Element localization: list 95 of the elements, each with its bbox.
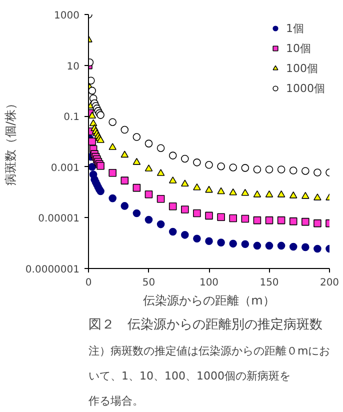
point (217, 187, 225, 194)
point (108, 143, 116, 150)
point (88, 86, 96, 95)
point (144, 216, 153, 224)
y-tick-label: 0.1 (64, 112, 80, 124)
point (156, 220, 165, 228)
point (88, 76, 95, 84)
point (108, 118, 116, 126)
point (156, 169, 165, 176)
x-tick-label: 50 (142, 278, 156, 288)
point (241, 240, 250, 248)
point (302, 167, 310, 175)
point (265, 242, 274, 250)
point (132, 133, 141, 141)
point (193, 183, 201, 190)
point (265, 166, 274, 174)
point (132, 158, 141, 165)
point (168, 228, 177, 236)
point (314, 193, 322, 200)
point (193, 158, 201, 166)
point (205, 237, 213, 245)
point (168, 202, 177, 210)
point (229, 214, 237, 222)
x-tick-label: 200 (320, 278, 340, 288)
point (253, 166, 262, 174)
point (217, 238, 225, 246)
point (144, 190, 153, 198)
point (241, 164, 250, 172)
point (289, 191, 298, 198)
point (253, 190, 262, 198)
x-tick-label: 100 (199, 278, 219, 288)
point (314, 168, 322, 176)
point (302, 218, 310, 226)
legend-label: 1個 (286, 20, 305, 36)
point (120, 202, 129, 210)
point (144, 164, 153, 172)
point (314, 244, 322, 253)
legend-label: 100個 (286, 60, 318, 76)
point (289, 217, 298, 226)
point (217, 162, 225, 170)
point (289, 242, 298, 251)
point (193, 234, 201, 243)
point (108, 194, 116, 202)
point (302, 192, 310, 199)
point (253, 216, 262, 224)
point (265, 190, 274, 198)
point (88, 112, 96, 119)
point (229, 240, 237, 248)
point (181, 154, 189, 163)
point (156, 144, 165, 152)
point (302, 243, 310, 252)
text: 注）病斑数の推定値は伝染源からの距離０mにおいて、1、10、100、1000個の新病斑を作る場合。 (88, 344, 330, 408)
point (120, 150, 129, 158)
point (132, 184, 141, 192)
point (132, 209, 141, 218)
y-tick-label: 1000 (54, 10, 80, 22)
y-tick-label: 0.001 (50, 162, 80, 174)
point (253, 242, 262, 250)
point (120, 176, 129, 184)
point (181, 180, 189, 187)
point (193, 209, 201, 218)
point (168, 152, 177, 160)
point (229, 188, 237, 196)
y-tick-label: 0.0000001 (25, 264, 80, 276)
point (181, 206, 189, 214)
x-tick-label: 0 (85, 278, 92, 288)
point (277, 242, 286, 250)
legend-label: 1000個 (286, 80, 325, 96)
point (217, 213, 225, 222)
point (181, 231, 189, 239)
y-tick-label: 10 (66, 61, 80, 72)
point (205, 186, 213, 193)
point (277, 190, 286, 198)
y-tick-label: 0.00001 (38, 214, 80, 225)
point (88, 163, 96, 171)
point (229, 164, 237, 172)
point (205, 212, 213, 220)
point (168, 176, 177, 184)
point (314, 219, 322, 228)
point (144, 140, 153, 148)
point (265, 216, 274, 224)
y-axis-title: 病斑数（個/株） (3, 97, 18, 186)
text: 図２ 伝染源からの距離別の推定病斑数 (88, 318, 322, 332)
x-axis-title: 伝染源からの距離（m） (143, 294, 275, 308)
point (241, 188, 250, 196)
legend-label: 10個 (286, 40, 311, 56)
x-tick-label: 150 (260, 278, 279, 288)
point (205, 160, 213, 169)
point (108, 169, 116, 177)
point (289, 166, 298, 174)
point (156, 194, 165, 203)
point (277, 166, 286, 174)
point (277, 216, 286, 224)
point (241, 214, 250, 223)
point (120, 126, 129, 134)
